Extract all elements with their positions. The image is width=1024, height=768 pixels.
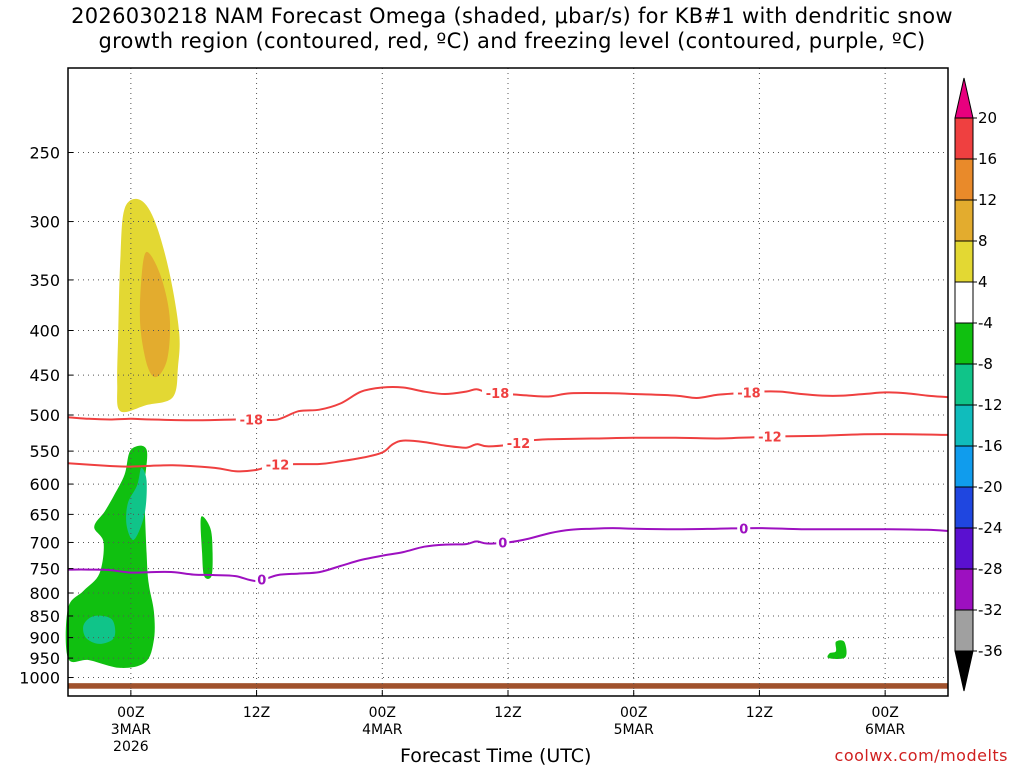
x-axis-label: Forecast Time (UTC) [400,745,592,767]
colorbar-label: 4 [978,273,988,291]
gridlines [68,68,948,696]
omega-region-3 [200,516,213,579]
contour-label: 0 [739,522,748,537]
colorbar-swatch [954,568,974,611]
colorbar-bottom-arrow [954,650,974,692]
source-credit: coolwx.com/modelts [834,746,1008,765]
surface-band-layer [68,683,948,689]
colorbar-swatch [954,363,974,406]
contour-label: -12 [758,431,782,446]
y-tick-label: 450 [29,366,60,385]
y-tick-label: 600 [29,475,60,494]
colorbar: 20 16 12 8 4 -4 -8 -12 -16 -20 -24 -28 -32 -36 [954,77,1003,692]
x-tick-label: 00Z [117,705,144,721]
colorbar-swatch [954,404,974,447]
x-tick-label: 00Z [620,705,647,721]
omega-region-5 [126,467,147,540]
y-tick-label: 950 [29,649,60,668]
colorbar-swatch [954,158,974,201]
contour-label-bg [733,385,765,400]
contour-label-bg [502,435,534,450]
contour-label-bg [737,521,751,536]
x-tick-label: 12Z [746,705,773,721]
y-tick-label: 400 [29,322,60,341]
contour-label: -18 [240,414,264,429]
y-tick-label: 900 [29,629,60,648]
x-tick-label: 2026 [113,739,149,755]
y-tick-label: 700 [29,533,60,552]
contour-label: -12 [266,459,290,474]
x-tick-label: 12Z [243,705,270,721]
colorbar-swatch [954,281,974,324]
contour-label-bg [235,412,267,427]
contour-label: -12 [507,437,531,452]
omega-region-1 [139,251,171,378]
chart-title: 2026030218 NAM Forecast Omega (shaded, μ… [20,4,1004,54]
x-tick-label: 5MAR [614,722,655,738]
chart-title-line-1: 2026030218 NAM Forecast Omega (shaded, μ… [71,4,953,28]
contour-labels: -18 -18 -18 -12 -12 -12 0 0 0 [235,385,786,589]
y-tick-label: 250 [29,144,60,163]
colorbar-swatch [954,322,974,365]
plot-frame [67,67,949,697]
x-tick-label: 6MAR [865,722,906,738]
x-tick-label: 12Z [494,705,521,721]
contour-label-bg [482,386,514,401]
x-tick-label: 4MAR [362,722,403,738]
y-tick-label: 850 [29,607,60,626]
y-tick-label: 550 [29,442,60,461]
contour-label-bg [255,572,269,587]
colorbar-swatch [954,486,974,529]
contour-label: 0 [257,574,266,589]
x-tick-label: 00Z [369,705,396,721]
y-tick-label: 300 [29,213,60,232]
colorbar-top-arrow [954,77,974,119]
x-tick-label: 00Z [871,705,898,721]
contour-label-bg [496,535,510,550]
contour-line-0 [67,527,949,583]
omega-region-6 [83,615,116,644]
colorbar-label: -32 [978,601,1003,619]
colorbar-label: -24 [978,519,1003,537]
colorbar-swatch [954,445,974,488]
chart-title-line-2: growth region (contoured, red, ºC) and f… [98,29,926,53]
y-tick-label: 650 [29,505,60,524]
colorbar-swatch [954,609,974,652]
colorbar-label: -12 [978,396,1003,414]
colorbar-label: 16 [978,150,997,168]
colorbar-label: -20 [978,478,1003,496]
x-tick-label: 3MAR [111,722,152,738]
colorbar-label: -8 [978,355,993,373]
colorbar-swatch [954,117,974,160]
colorbar-label: -36 [978,642,1003,660]
colorbar-label: -16 [978,437,1003,455]
colorbar-label: 20 [978,109,997,127]
y-axis-ticks: 250 300 350 400 450 500 550 600 650 700 750 800 850 9… [19,144,73,688]
colorbar-label: -4 [978,314,993,332]
omega-shading [65,198,847,668]
y-tick-label: 1000 [19,669,60,688]
y-tick-label: 750 [29,560,60,579]
colorbar-label: -28 [978,560,1003,578]
contour-label: -18 [486,387,510,402]
y-tick-label: 800 [29,584,60,603]
contour-label-bg [262,457,294,472]
contour-label-bg [754,429,786,444]
contour-label: -18 [737,386,761,401]
colorbar-label: 12 [978,191,997,209]
omega-region-4 [827,640,847,659]
surface-band [68,683,948,689]
colorbar-swatch [954,199,974,242]
colorbar-swatch [954,240,974,283]
contour-line--12 [67,433,949,473]
colorbar-swatch [954,527,974,570]
colorbar-label: 8 [978,232,988,250]
y-tick-label: 350 [29,271,60,290]
contour-label: 0 [498,537,507,552]
y-tick-label: 500 [29,406,60,425]
